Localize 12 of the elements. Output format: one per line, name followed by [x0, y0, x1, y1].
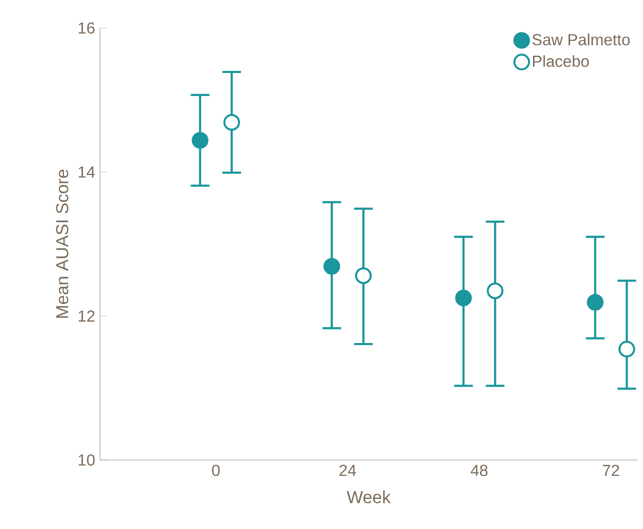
y-tick-label: 12 [78, 310, 94, 322]
x-tick-label: 72 [602, 464, 620, 476]
x-tick-label: 0 [212, 464, 220, 476]
y-axis-title: Mean AUASI Score [56, 170, 68, 318]
legend-label: Saw Palmetto [532, 34, 630, 46]
y-tick-label: 14 [78, 166, 95, 178]
x-tick-label: 24 [339, 464, 356, 476]
legend-label: Placebo [533, 55, 589, 67]
y-tick-label: 10 [78, 454, 95, 466]
x-axis-title: Week [346, 490, 391, 504]
x-tick-label: 48 [470, 464, 488, 476]
y-tick-label: 16 [78, 22, 95, 34]
